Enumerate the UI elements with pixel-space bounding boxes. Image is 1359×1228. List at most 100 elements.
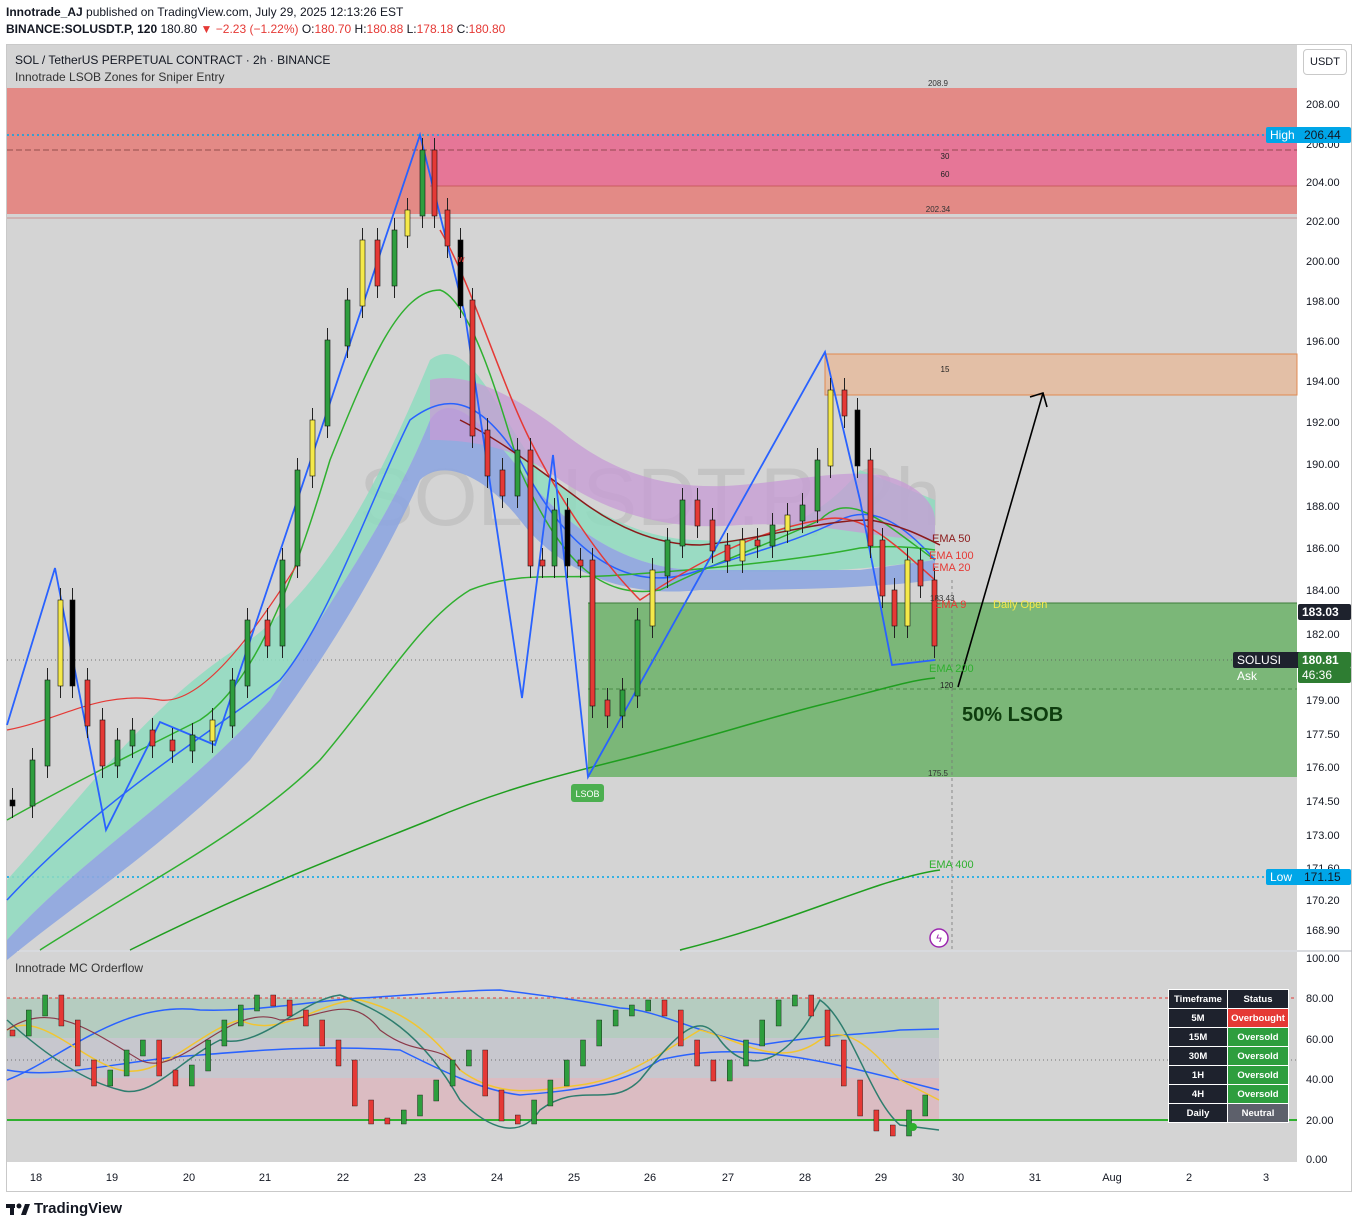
osc-bar [270, 994, 276, 1007]
table-header-status: Status [1227, 989, 1289, 1009]
candle [577, 559, 584, 567]
osc-bar [824, 1009, 831, 1047]
lightning-glyph: ϟ [936, 933, 942, 945]
osc-title[interactable]: Innotrade MC Orderflow [15, 961, 144, 975]
osc-bar [335, 1039, 342, 1067]
candle [649, 569, 656, 627]
symbol-label: BINANCE:SOLUSDT.P, 120 [6, 22, 158, 36]
osc-bar [449, 1059, 456, 1087]
time-axis[interactable]: 18 19 20 21 22 23 24 25 26 27 28 29 30 31 Aug 2 3 [30, 1172, 1269, 1184]
osc-bar [922, 1094, 928, 1117]
osc-bar [237, 1004, 244, 1027]
projection-arrow[interactable] [957, 392, 1044, 688]
candle [374, 239, 381, 287]
osc-bar [401, 1109, 407, 1125]
osc-axis-label: 100.00 [1306, 953, 1340, 965]
table-cell-timeframe: Daily [1168, 1103, 1228, 1123]
candle [209, 719, 216, 742]
osc-dot [909, 1123, 917, 1131]
candle [564, 509, 571, 567]
lsob-percentage-label: 50% LSOB [962, 704, 1063, 726]
ema-20-green [6, 289, 936, 821]
osc-teal-line [6, 994, 940, 1131]
tradingview-logo[interactable]: TradingView [6, 1200, 122, 1217]
candle [44, 679, 51, 767]
publish-info: published on TradingView.com, July 29, 2… [86, 5, 404, 19]
lightning-icon[interactable] [929, 928, 949, 948]
osc-bar [172, 1069, 179, 1087]
candle [129, 729, 136, 747]
price-axis-label: 170.20 [1306, 895, 1340, 907]
osc-bar [42, 994, 48, 1017]
val-120-label: 120 [940, 681, 954, 690]
candle [551, 509, 558, 567]
candle-series[interactable] [9, 138, 938, 818]
ema9-label: EMA 9 [934, 599, 966, 611]
chart-title[interactable]: SOL / TetherUS PERPETUAL CONTRACT · 2h ·… [15, 53, 331, 67]
osc-bar [254, 994, 260, 1012]
candle [9, 799, 16, 807]
candle [634, 619, 641, 697]
price-axis[interactable]: 208.00206.00204.00202.00200.00198.00196.… [1306, 99, 1340, 937]
osc-bar [26, 1009, 32, 1037]
osc-bar [107, 1069, 114, 1087]
candle [827, 389, 834, 467]
open-label: O: [301, 22, 315, 36]
price-axis-label: 188.00 [1306, 501, 1340, 513]
zigzag-line[interactable] [6, 131, 936, 833]
osc-lower-blue [6, 1047, 940, 1096]
ema-200-line [129, 677, 936, 951]
table-row: Daily Neutral [1168, 1103, 1289, 1123]
low-value-tag: 171.15 [1300, 869, 1351, 885]
osc-axis[interactable]: 100.00 80.00 60.00 40.00 20.00 0.00 [1306, 953, 1340, 1166]
osc-bar [286, 999, 293, 1017]
osc-axis-label: 0.00 [1306, 1154, 1327, 1166]
candle [444, 209, 451, 247]
candle [619, 689, 626, 717]
time-axis-label: 3 [1263, 1172, 1269, 1184]
val-1755-label: 175.5 [928, 769, 949, 778]
candle [114, 739, 121, 767]
time-axis-label: 28 [799, 1172, 811, 1184]
lsob-zone [588, 603, 1297, 777]
candle [359, 239, 366, 307]
val-18343-label: 183.43 [930, 594, 955, 603]
price-axis-label: 196.00 [1306, 336, 1340, 348]
candle [229, 679, 236, 727]
osc-bar [91, 1059, 97, 1087]
zone-bottom-label: 202.34 [926, 205, 951, 214]
price-axis-label: 173.00 [1306, 830, 1340, 842]
osc-bar [710, 1059, 717, 1082]
pin-marker: w [457, 254, 465, 264]
candle [69, 599, 76, 687]
price-axis-label: 194.00 [1306, 376, 1340, 388]
table-row: 30M Oversold [1168, 1046, 1289, 1066]
publisher-name[interactable]: Innotrade_AJ [6, 5, 83, 19]
currency-button[interactable]: USDT [1303, 49, 1347, 75]
candle [469, 299, 476, 437]
candle [539, 559, 546, 567]
osc-bar [661, 999, 668, 1017]
price-axis-label: 179.00 [1306, 695, 1340, 707]
table-row: 4H Oversold [1168, 1084, 1289, 1104]
zone-30-label: 30 [941, 152, 950, 161]
low-value: 178.18 [416, 22, 454, 36]
osc-bar [352, 1059, 358, 1107]
time-axis-label: 24 [491, 1172, 503, 1184]
price-axis-label: 192.00 [1306, 417, 1340, 429]
candle [879, 539, 886, 597]
time-axis-label: 26 [644, 1172, 656, 1184]
osc-maroon-line [6, 1008, 461, 1071]
ema-blue [6, 402, 936, 901]
osc-bar [775, 999, 782, 1027]
table-cell-status: Oversold [1227, 1084, 1289, 1104]
osc-bar [123, 1049, 130, 1077]
candle [904, 559, 911, 627]
close-label: C: [456, 22, 469, 36]
ema200-label: EMA 200 [929, 663, 974, 675]
osc-bar [808, 994, 814, 1017]
indicator-name[interactable]: Innotrade LSOB Zones for Sniper Entry [15, 70, 225, 84]
candle [854, 409, 861, 467]
candle [754, 539, 761, 547]
